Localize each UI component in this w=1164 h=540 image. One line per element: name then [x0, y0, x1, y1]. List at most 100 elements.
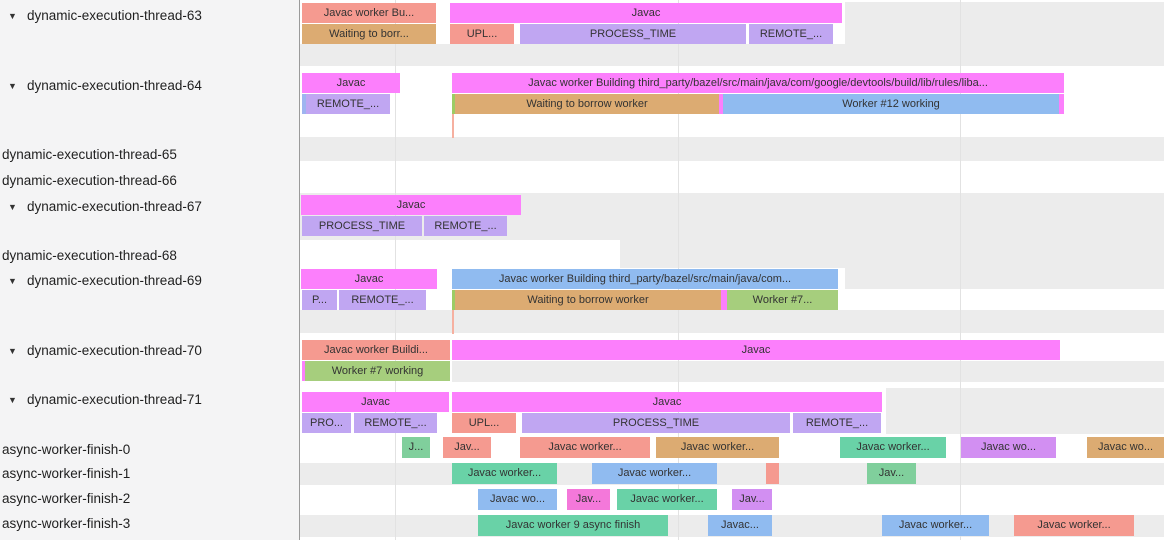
- row-background-band: [300, 463, 1164, 485]
- timeline-slice[interactable]: Javac worker...: [452, 463, 557, 484]
- timeline-slice[interactable]: Javac wo...: [478, 489, 557, 510]
- timeline-slice[interactable]: [721, 290, 727, 310]
- timeline-slice[interactable]: Javac worker...: [617, 489, 717, 510]
- instant-event-tick[interactable]: [452, 114, 454, 138]
- track-name-label: async-worker-finish-3: [2, 516, 131, 531]
- track-name-sidebar: ▼ dynamic-execution-thread-63 ▼ dynamic-exe…: [0, 0, 300, 540]
- row-background-band: [300, 137, 1164, 161]
- timeline-slice[interactable]: [452, 94, 455, 114]
- timeline-slice[interactable]: [766, 463, 779, 484]
- expander-arrow-icon[interactable]: ▼: [8, 202, 17, 212]
- timeline-slice[interactable]: UPL...: [452, 413, 516, 433]
- timeline-slice[interactable]: REMOTE_...: [424, 216, 507, 236]
- timeline-slice[interactable]: Javac: [452, 340, 1060, 360]
- timeline-slice[interactable]: Javac wo...: [1087, 437, 1164, 458]
- timeline-slice[interactable]: Javac: [301, 195, 521, 215]
- timeline-slice[interactable]: Waiting to borr...: [302, 24, 436, 44]
- timeline-slice[interactable]: Worker #12 working: [723, 94, 1059, 114]
- expander-arrow-icon[interactable]: ▼: [8, 346, 17, 356]
- track-name-label: dynamic-execution-thread-71: [27, 392, 202, 407]
- timeline-slice[interactable]: Javac worker...: [520, 437, 650, 458]
- row-background-band: [300, 44, 1164, 66]
- sidebar-track-header[interactable]: ▼ dynamic-execution-thread-63: [0, 6, 299, 26]
- timeline-slice[interactable]: PROCESS_TIME: [302, 216, 422, 236]
- timeline-slice[interactable]: [1059, 94, 1064, 114]
- timeline-slice[interactable]: Jav...: [567, 489, 610, 510]
- row-background-band: [452, 361, 1164, 382]
- timeline-slice[interactable]: Javac: [302, 73, 400, 93]
- timeline-slice[interactable]: Javac: [301, 269, 437, 289]
- instant-event-tick[interactable]: [452, 310, 454, 334]
- timeline-slice[interactable]: Javac worker Building third_party/bazel/…: [452, 269, 838, 289]
- timeline-slice[interactable]: Javac: [450, 3, 842, 23]
- track-name-label: dynamic-execution-thread-66: [2, 173, 177, 188]
- timeline-slice[interactable]: Javac worker...: [882, 515, 989, 536]
- timeline-stage[interactable]: Javac worker Bu... Javac Waiting to borr..…: [300, 0, 1164, 540]
- timeline-slice[interactable]: [302, 94, 306, 114]
- timeline-slice[interactable]: P...: [302, 290, 337, 310]
- row-background-band: [886, 388, 1164, 434]
- sidebar-track-header[interactable]: ▼ dynamic-execution-thread-71: [0, 390, 299, 410]
- timeline-slice[interactable]: Javac wo...: [961, 437, 1056, 458]
- time-gridline: [960, 0, 961, 540]
- track-name-label: dynamic-execution-thread-69: [27, 273, 202, 288]
- sidebar-track-header[interactable]: async-worker-finish-3: [0, 514, 299, 534]
- timeline-slice[interactable]: Jav...: [443, 437, 491, 458]
- track-name-label: async-worker-finish-2: [2, 491, 131, 506]
- timeline-slice[interactable]: UPL...: [450, 24, 514, 44]
- timeline-slice[interactable]: REMOTE_...: [306, 94, 390, 114]
- sidebar-track-header[interactable]: async-worker-finish-0: [0, 440, 299, 460]
- timeline-slice[interactable]: Jav...: [732, 489, 772, 510]
- track-name-label: dynamic-execution-thread-63: [27, 8, 202, 23]
- sidebar-track-header[interactable]: dynamic-execution-thread-65: [0, 145, 299, 165]
- row-background-band: [845, 2, 1164, 44]
- track-name-label: dynamic-execution-thread-70: [27, 343, 202, 358]
- timeline-slice[interactable]: Javac worker...: [840, 437, 946, 458]
- timeline-slice[interactable]: [452, 290, 455, 310]
- timeline-slice[interactable]: Waiting to borrow worker: [455, 94, 719, 114]
- expander-arrow-icon[interactable]: ▼: [8, 395, 17, 405]
- expander-arrow-icon[interactable]: ▼: [8, 11, 17, 21]
- timeline-slice[interactable]: REMOTE_...: [749, 24, 833, 44]
- row-background-band: [620, 240, 1164, 268]
- timeline-slice[interactable]: PRO...: [302, 413, 351, 433]
- timeline-slice[interactable]: REMOTE_...: [339, 290, 426, 310]
- sidebar-track-header[interactable]: dynamic-execution-thread-66: [0, 171, 299, 191]
- timeline-slice[interactable]: PROCESS_TIME: [522, 413, 790, 433]
- timeline-slice[interactable]: Javac worker Bu...: [302, 3, 436, 23]
- track-name-label: dynamic-execution-thread-68: [2, 248, 177, 263]
- timeline-slice[interactable]: Worker #7...: [727, 290, 838, 310]
- sidebar-track-header[interactable]: ▼ dynamic-execution-thread-64: [0, 76, 299, 96]
- sidebar-track-header[interactable]: ▼ dynamic-execution-thread-69: [0, 271, 299, 291]
- timeline-slice[interactable]: [302, 361, 305, 381]
- timeline-slice[interactable]: Javac worker...: [656, 437, 779, 458]
- timeline-slice[interactable]: Jav...: [867, 463, 916, 484]
- timeline-slice[interactable]: REMOTE_...: [793, 413, 881, 433]
- timeline-slice[interactable]: REMOTE_...: [354, 413, 437, 433]
- sidebar-track-header[interactable]: ▼ dynamic-execution-thread-67: [0, 197, 299, 217]
- expander-arrow-icon[interactable]: ▼: [8, 276, 17, 286]
- timeline-slice[interactable]: PROCESS_TIME: [520, 24, 746, 44]
- timeline-slice[interactable]: Javac worker...: [1014, 515, 1134, 536]
- timeline-slice[interactable]: Javac worker Buildi...: [302, 340, 450, 360]
- track-name-label: dynamic-execution-thread-67: [27, 199, 202, 214]
- track-name-label: async-worker-finish-1: [2, 466, 131, 481]
- sidebar-track-header[interactable]: async-worker-finish-2: [0, 489, 299, 509]
- sidebar-track-header[interactable]: dynamic-execution-thread-68: [0, 246, 299, 266]
- timeline-slice[interactable]: Javac worker...: [592, 463, 717, 484]
- sidebar-track-header[interactable]: async-worker-finish-1: [0, 464, 299, 484]
- track-name-label: dynamic-execution-thread-65: [2, 147, 177, 162]
- timeline-slice[interactable]: Javac...: [708, 515, 772, 536]
- timeline-slice[interactable]: Javac worker 9 async finish: [478, 515, 668, 536]
- timeline-slice[interactable]: Javac: [452, 392, 882, 412]
- timeline-slice[interactable]: Worker #7 working: [305, 361, 450, 381]
- expander-arrow-icon[interactable]: ▼: [8, 81, 17, 91]
- timeline-slice[interactable]: J...: [402, 437, 430, 458]
- timeline-slice[interactable]: Waiting to borrow worker: [455, 290, 721, 310]
- timeline-slice[interactable]: Javac worker Building third_party/bazel/…: [452, 73, 1064, 93]
- sidebar-track-header[interactable]: ▼ dynamic-execution-thread-70: [0, 341, 299, 361]
- track-name-label: dynamic-execution-thread-64: [27, 78, 202, 93]
- timeline-slice[interactable]: Javac: [302, 392, 449, 412]
- timeline-slice[interactable]: [719, 94, 723, 114]
